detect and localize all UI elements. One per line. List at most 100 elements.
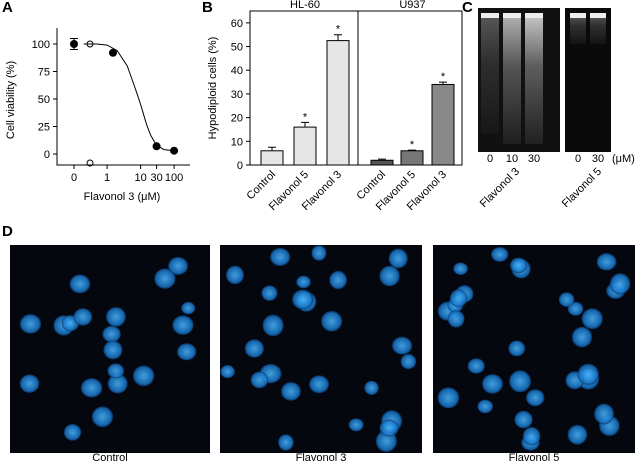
nucleus [270,247,291,267]
nucleus [172,315,194,335]
nucleus [453,262,468,275]
bar [431,83,455,166]
panel-label: B [202,0,213,16]
nucleus [364,380,379,396]
nucleus [491,247,509,262]
nucleus [181,301,196,315]
nucleus [522,426,541,446]
x-tick-label: 0 [71,172,77,184]
nucleus [577,363,599,385]
nucleus [73,308,93,326]
gel [478,8,611,152]
y-tick-label: 60 [231,18,243,30]
nucleus [107,363,125,379]
nucleus [281,382,301,401]
nucleus [447,310,465,328]
y-tick-label: 100 [32,39,50,51]
nucleus [467,358,485,374]
x-tick-label: 30 [150,172,162,184]
nucleus [261,285,278,301]
nucleus [594,403,614,425]
nucleus [329,270,347,290]
nucleus [244,339,264,358]
nucleus [69,274,91,294]
y-tick-label: 20 [231,113,243,125]
y-tick-label: 30 [231,89,243,101]
bar [260,150,284,166]
nucleus [514,410,533,429]
group-title: U937 [399,0,425,11]
nucleus [581,308,603,330]
y-tick-label: 50 [38,94,50,106]
y-tick-label: 0 [44,149,50,161]
nucleus [19,314,42,334]
bar [400,150,424,166]
nucleus [525,389,545,407]
y-tick-label: 25 [38,122,50,134]
panel-label: C [462,0,473,16]
group-label: Flavonol 3 [478,166,522,210]
significance: * [303,111,308,123]
nucleus [309,375,330,394]
nucleus [509,370,532,393]
nucleus [509,257,528,273]
nucleus [567,301,584,316]
nucleus [262,314,284,337]
nucleus [558,292,575,307]
micrograph-caption: Flavonol 5 [509,452,560,462]
axis [56,28,190,166]
nucleus [508,340,526,357]
nucleus [477,399,494,414]
nucleus [400,353,417,370]
lane-label: 0 [575,153,581,165]
nucleus [105,306,126,327]
nucleus [571,326,593,348]
nucleus [103,340,123,360]
micrograph [10,245,210,453]
nucleus [379,265,400,287]
y-tick-label: 50 [231,42,243,54]
bar [370,159,394,166]
bar [326,40,350,166]
nucleus [132,365,155,387]
error-bar [268,146,276,151]
y-tick-label: 10 [231,136,243,148]
lane-label: 0 [487,153,493,165]
nucleus [107,373,128,394]
nucleus [102,325,121,343]
panel-label: A [2,0,13,16]
nucleus [177,343,197,361]
nucleus [292,289,314,310]
nucleus [154,268,176,289]
nucleus [19,374,40,393]
y-axis-label: Cell viability (%) [5,61,17,139]
nucleus [80,378,103,398]
lane-label: 10 [506,153,518,165]
y-axis-label: Hypodiploid cells (%) [207,37,219,140]
point [70,40,78,48]
y-tick-label: 0 [237,160,243,172]
group-label: Flavonol 5 [560,166,604,210]
nucleus [250,371,269,389]
point [152,142,161,151]
micrograph [433,245,635,453]
x-tick-label: 10 [134,172,146,184]
micrograph-caption: Control [92,452,127,462]
plot-frame [249,10,463,166]
point [170,146,179,155]
nucleus [437,387,460,409]
nucleus [296,275,311,289]
nucleus [388,248,408,269]
nucleus [449,289,468,308]
nucleus [596,253,617,271]
significance: * [410,139,415,151]
nucleus [481,374,503,394]
point [108,48,117,57]
nucleus [567,424,588,445]
x-axis-label: Flavonol 3 (μM) [84,191,161,203]
nucleus [311,245,327,261]
micrograph-caption: Flavonol 3 [296,452,347,462]
nucleus [226,265,245,285]
nucleus [321,310,343,332]
